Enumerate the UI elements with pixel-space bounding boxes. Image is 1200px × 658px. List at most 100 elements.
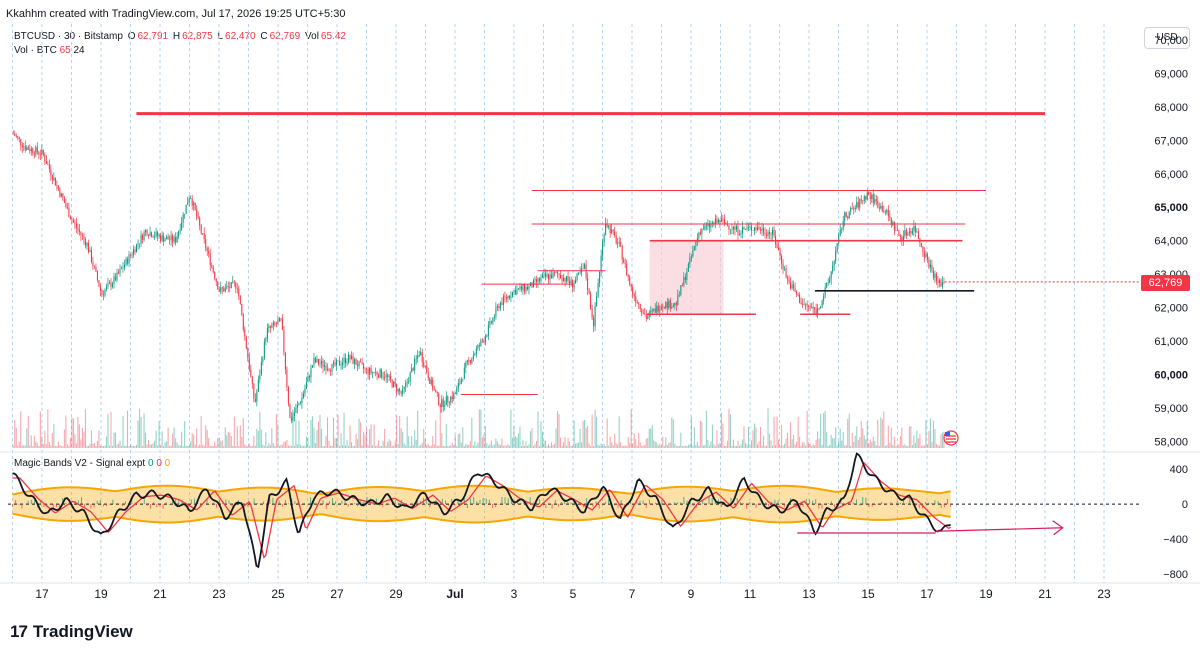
candle-body — [722, 218, 724, 220]
candle-body — [187, 202, 189, 205]
candle-body — [302, 393, 304, 398]
volume-bar — [411, 436, 413, 448]
volume-bar — [498, 444, 500, 448]
volume-bar — [665, 437, 667, 448]
volume-bar — [878, 445, 880, 448]
candle-body — [105, 286, 107, 291]
volume-bar — [364, 435, 366, 448]
volume-bar — [382, 440, 384, 448]
candle-body — [934, 273, 936, 278]
volume-bar — [516, 437, 518, 448]
candle-body — [293, 412, 295, 416]
volume-bar — [675, 445, 677, 448]
candle-body — [842, 221, 844, 230]
candle-body — [599, 271, 601, 284]
volume-bar — [632, 443, 634, 448]
volume-bar — [53, 424, 55, 448]
volume-bar — [456, 445, 458, 448]
candle-body — [486, 335, 488, 337]
candle-body — [418, 354, 420, 356]
volume-bar — [817, 431, 819, 448]
candle-body — [430, 379, 432, 384]
volume-bar — [33, 435, 35, 448]
volume-bar — [833, 438, 835, 448]
candle-body — [292, 415, 294, 421]
volume-bar — [113, 432, 115, 448]
volume-bar — [546, 446, 548, 448]
volume-bar — [202, 444, 204, 448]
volume-bar — [639, 442, 641, 448]
candle-body — [360, 361, 362, 363]
volume-bar — [457, 434, 459, 448]
volume-bar — [821, 444, 823, 448]
candle-body — [501, 302, 503, 305]
volume-bar — [238, 445, 240, 448]
candle-body — [505, 297, 507, 299]
volume-bar — [612, 445, 614, 448]
volume-bar — [791, 439, 793, 448]
candle-body — [847, 216, 849, 219]
volume-bar — [764, 445, 766, 448]
candle-body — [579, 272, 581, 273]
candle-body — [848, 211, 850, 219]
candle-body — [602, 242, 604, 256]
volume-bar — [101, 445, 103, 448]
tradingview-brand[interactable]: 17 TradingView — [10, 622, 133, 642]
volume-bar — [385, 445, 387, 448]
volume-bar — [417, 410, 419, 448]
candle-body — [39, 154, 41, 155]
volume-bar — [513, 425, 515, 448]
time-axis-tick: 15 — [861, 587, 875, 601]
candle-body — [202, 233, 204, 234]
volume-bar — [83, 431, 85, 448]
volume-bar — [728, 408, 730, 448]
candle-body — [44, 154, 46, 162]
candle-body — [384, 376, 386, 378]
candle-body — [251, 376, 253, 384]
volume-legend[interactable]: Vol · BTC 65 24 — [14, 45, 85, 56]
volume-bar — [806, 410, 808, 448]
volume-bar — [187, 445, 189, 448]
indicator-legend[interactable]: Magic Bands V2 - Signal expt 0 0 0 — [14, 458, 170, 469]
volume-bar — [848, 413, 850, 448]
candle-body — [74, 222, 76, 224]
candle-body — [671, 307, 673, 309]
volume-bar — [615, 443, 617, 448]
candle-body — [230, 282, 232, 288]
candle-body — [390, 375, 392, 380]
volume-bar — [343, 412, 345, 448]
candle-body — [498, 305, 500, 309]
volume-bar — [409, 445, 411, 448]
volume-bar — [635, 438, 637, 448]
indicator-value-3: 0 — [164, 458, 171, 469]
volume-bar — [102, 445, 104, 448]
candle-body — [113, 276, 115, 284]
candle-body — [916, 231, 918, 233]
volume-bar — [901, 427, 903, 448]
candle-body — [665, 302, 667, 309]
candle-body — [938, 280, 940, 283]
candle-body — [450, 396, 452, 403]
candle-body — [98, 280, 100, 287]
currency-button[interactable]: USD — [1144, 27, 1190, 49]
time-axis-tick: 11 — [744, 587, 757, 601]
open-label: O — [127, 31, 136, 42]
candle-body — [762, 228, 765, 234]
volume-bar — [433, 444, 435, 448]
candle-body — [584, 264, 586, 269]
candle-body — [130, 254, 132, 256]
volume-bar — [328, 440, 330, 448]
candle-body — [137, 243, 139, 245]
candle-body — [286, 369, 288, 388]
candle-body — [125, 258, 127, 265]
candle-body — [890, 217, 892, 225]
symbol-name[interactable]: BTCUSD · 30 · Bitstamp — [14, 31, 123, 42]
candle-body — [317, 358, 319, 365]
price-axis-tick: 67,000 — [1154, 135, 1188, 147]
volume-bar — [399, 415, 401, 448]
volume-bar — [713, 444, 715, 448]
volume-bar — [543, 440, 545, 448]
candle-body — [364, 368, 366, 370]
volume-bar — [749, 445, 751, 448]
